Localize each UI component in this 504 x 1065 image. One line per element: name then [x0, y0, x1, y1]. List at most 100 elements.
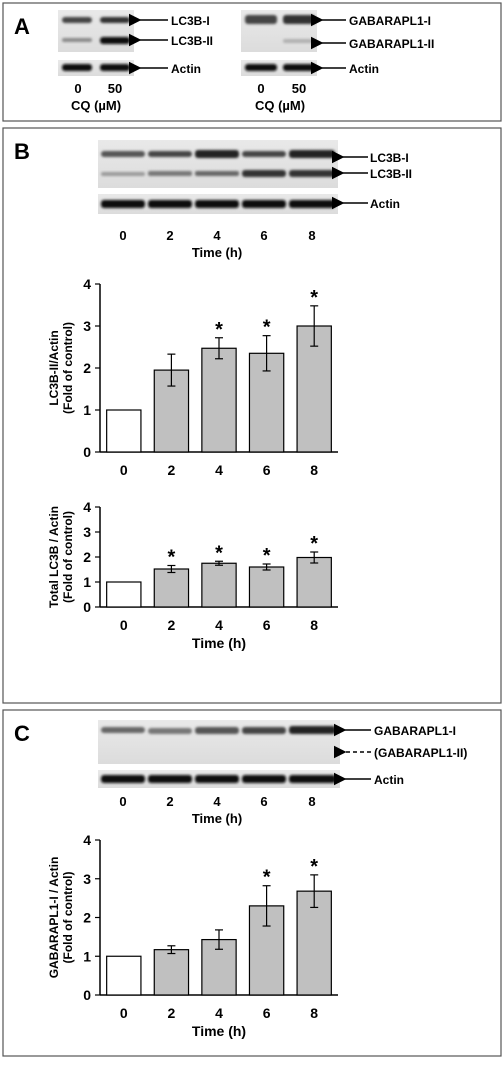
blot-band [242, 151, 286, 157]
significance-marker: * [215, 319, 223, 341]
lane-label: 4 [213, 228, 221, 243]
y-tick-label: 2 [83, 910, 91, 926]
x-tick-label: 0 [120, 462, 128, 478]
blot-band [148, 151, 192, 157]
band-label: Actin [370, 197, 400, 211]
lane-label: 2 [166, 228, 173, 243]
significance-marker: * [263, 545, 271, 567]
x-tick-label: 0 [120, 1005, 128, 1021]
blot-band [245, 15, 277, 24]
bar [201, 347, 237, 453]
panel-a-right-blot: GABARAPL1-I GABARAPL1-II Actin 0 50 CQ (… [241, 10, 434, 113]
blot-band [195, 775, 239, 783]
blot-band [101, 151, 145, 157]
blot-band [242, 727, 286, 734]
band-label: LC3B-II [370, 167, 412, 181]
y-tick-label: 0 [83, 987, 91, 1003]
y-tick-label: 3 [83, 318, 91, 334]
blot-band [195, 200, 239, 208]
lane-label: 8 [308, 794, 315, 809]
x-tick-label: 8 [310, 462, 318, 478]
lane-label: 0 [119, 794, 126, 809]
blot-band [101, 200, 145, 208]
x-tick-label: 4 [215, 617, 223, 633]
blot-band [101, 727, 145, 733]
blot-band [289, 150, 335, 158]
band-label: LC3B-II [171, 34, 213, 48]
lane-label: 0 [119, 228, 126, 243]
x-tick-label: 4 [215, 462, 223, 478]
blot-band [62, 38, 92, 42]
y-tick-label: 3 [83, 524, 91, 540]
blot-band [283, 64, 315, 71]
bar [106, 409, 142, 453]
x-axis-label: Time (h) [192, 635, 246, 651]
significance-marker: * [310, 856, 318, 878]
blot-band [100, 17, 130, 23]
blot-band [62, 64, 92, 71]
y-axis-label: (Fold of control) [61, 511, 75, 603]
panel-b-letter: B [14, 139, 30, 164]
blot-band [289, 170, 335, 177]
blot-band [195, 171, 239, 176]
lane-label: 0 [74, 81, 81, 96]
y-axis-label: LC3B-II/Actin [47, 330, 61, 405]
panel-b-blot: LC3B-I LC3B-II Actin 0 2 4 6 8 Time (h) [98, 140, 412, 260]
x-tick-label: 2 [168, 1005, 176, 1021]
y-axis-label: Total LC3B / Actin [47, 506, 61, 608]
x-tick-label: 8 [310, 617, 318, 633]
blot-band [242, 170, 286, 177]
x-tick-label: 2 [168, 462, 176, 478]
blot-band [101, 172, 145, 176]
y-tick-label: 1 [83, 402, 91, 418]
y-tick-label: 1 [83, 574, 91, 590]
x-tick-label: 6 [263, 1005, 271, 1021]
y-tick-label: 4 [83, 499, 91, 515]
y-axis-label: (Fold of control) [61, 322, 75, 414]
significance-marker: * [168, 547, 176, 569]
y-tick-label: 4 [83, 832, 91, 848]
panel-a-letter: A [14, 14, 30, 39]
blot-band [62, 17, 92, 23]
x-axis-label: Time (h) [192, 1023, 246, 1039]
x-tick-label: 8 [310, 1005, 318, 1021]
x-tick-label: 2 [168, 617, 176, 633]
panel-c-letter: C [14, 721, 30, 746]
lane-label: 6 [260, 228, 267, 243]
y-axis-label: GABARAPL1-I / Actin [47, 857, 61, 979]
band-label: Actin [349, 62, 379, 76]
blot-band [289, 775, 336, 783]
y-tick-label: 0 [83, 599, 91, 615]
blot-band [101, 775, 145, 783]
bar [296, 325, 332, 453]
x-tick-label: 4 [215, 1005, 223, 1021]
band-label: Actin [171, 62, 201, 76]
band-label: GABARAPL1-I [374, 724, 456, 738]
significance-marker: * [310, 287, 318, 309]
bar [296, 890, 332, 996]
y-tick-label: 0 [83, 444, 91, 460]
blot-band [148, 200, 192, 208]
x-tick-label: 0 [120, 617, 128, 633]
blot-membrane [58, 10, 134, 52]
bar [153, 949, 190, 996]
significance-marker: * [263, 867, 271, 889]
blot-band [283, 15, 315, 24]
blot-band [100, 37, 130, 44]
blot-band [100, 64, 130, 71]
blot-band [242, 775, 286, 783]
blot-band [289, 200, 335, 208]
significance-marker: * [215, 542, 223, 564]
bar [296, 556, 332, 608]
lane-label: 2 [166, 794, 173, 809]
band-label: GABARAPL1-II [349, 37, 434, 51]
blot-band [289, 726, 336, 734]
blot-membrane [98, 140, 338, 188]
blot-xlabel: Time (h) [192, 811, 242, 826]
lane-label: 8 [308, 228, 315, 243]
treatment-label: CQ (µM) [255, 98, 305, 113]
lc3b-ii-bar-chart: 0 1 2 3 4 LC3B-II/Actin (Fold of control) 0 2 * 4 *… [47, 276, 338, 478]
panel-b-frame [2, 127, 502, 704]
band-label: (GABARAPL1-II) [374, 746, 467, 760]
